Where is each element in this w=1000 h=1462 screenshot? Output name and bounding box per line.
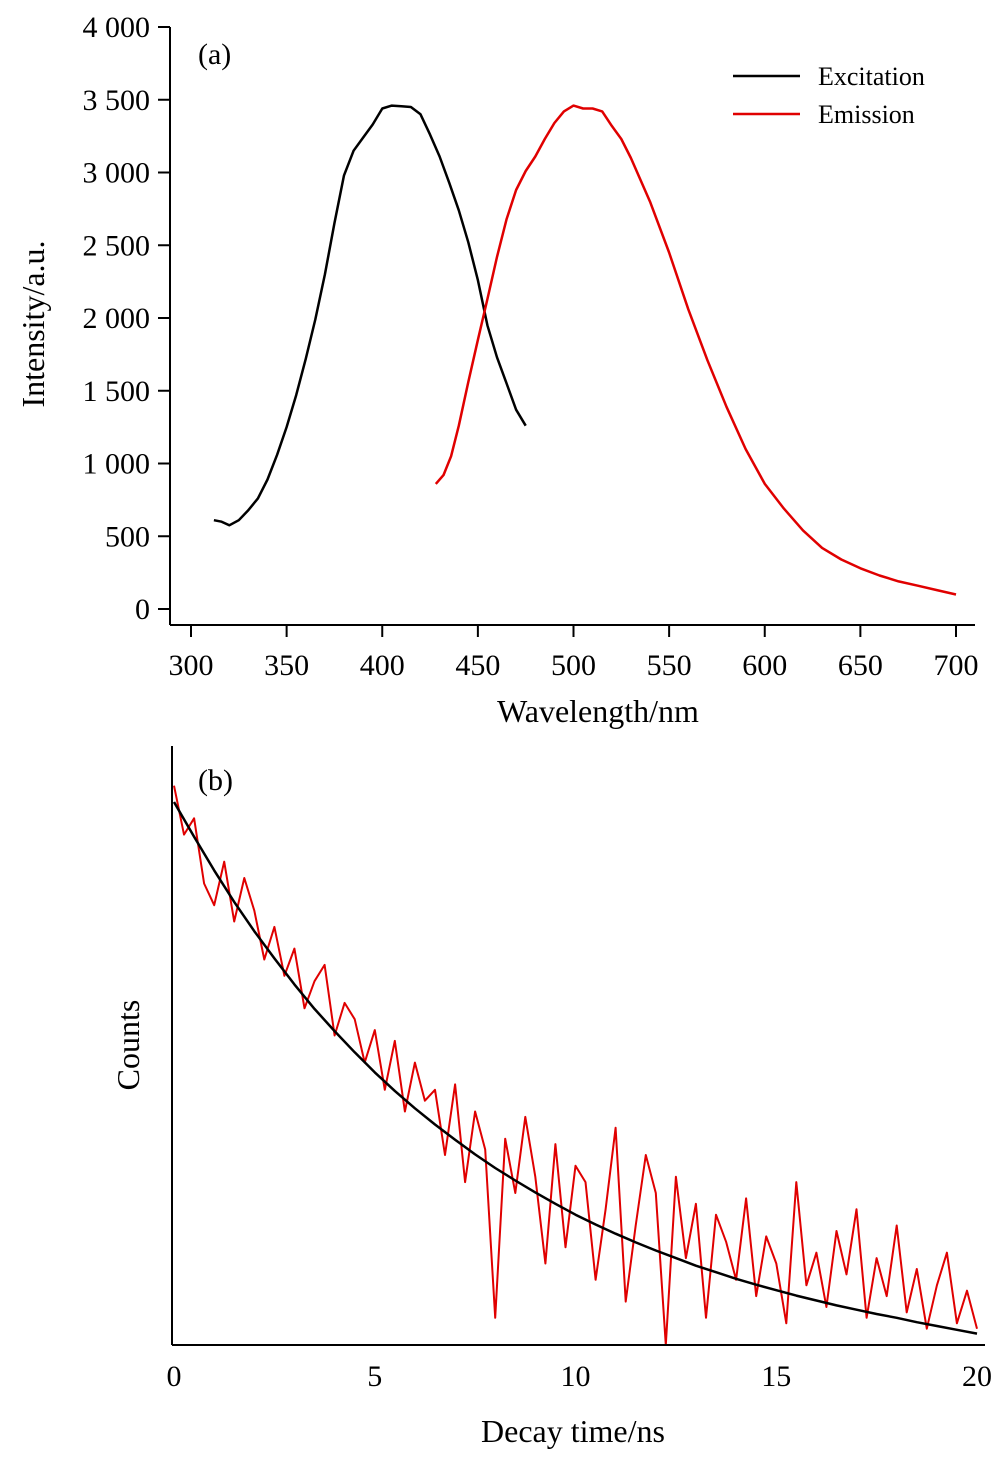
panel-a-x-ticks: 300 350 400 450 500 550 600 650 700: [169, 625, 979, 682]
panel-a-x-tick-label: 700: [934, 649, 979, 682]
panel-a-y-tick-label: 1 500: [83, 375, 151, 408]
panel-a-x-tick-label: 650: [838, 649, 883, 682]
panel-b-x-tick-label: 15: [761, 1360, 791, 1393]
panel-a-legend: Excitation Emission: [733, 62, 925, 129]
panel-b-chart: 0 5 10 15 20 (b) Counts Decay time/ns: [110, 746, 992, 1449]
panel-a-series: [213, 104, 957, 596]
panel-a-x-tick-label: 600: [742, 649, 787, 682]
panel-a-y-tick-label: 1 000: [83, 448, 151, 481]
panel-a-y-tick-label: 2 000: [83, 302, 151, 335]
panel-a-y-tick-label: 2 500: [83, 229, 151, 262]
panel-a-x-tick-label: 450: [455, 649, 500, 682]
panel-a-y-tick-label: 0: [135, 593, 150, 626]
panel-b-x-tick-label: 5: [367, 1360, 382, 1393]
panel-b-measured-decay-line: [173, 785, 978, 1346]
panel-a-x-tick-label: 550: [647, 649, 692, 682]
panel-a-y-axis-title: Intensity/a.u.: [15, 240, 51, 407]
legend-emission-label: Emission: [818, 100, 915, 129]
panel-b-series: [172, 785, 978, 1346]
panel-a-y-tick-label: 4 000: [83, 11, 151, 44]
panel-b-fit-line: [172, 801, 978, 1335]
panel-b-y-axis-title: Counts: [110, 1000, 146, 1091]
panel-a-x-tick-label: 500: [551, 649, 596, 682]
panel-a-x-axis-title: Wavelength/nm: [497, 693, 699, 729]
panel-a-series-line-excitation: [213, 104, 527, 527]
panel-a-y-tick-label: 3 000: [83, 157, 151, 190]
panel-a-y-tick-label: 500: [105, 520, 150, 553]
legend-excitation-label: Excitation: [818, 62, 925, 91]
panel-b-label: (b): [198, 764, 233, 797]
panel-b-x-ticks: 0 5 10 15 20: [167, 1360, 993, 1393]
panel-b-x-axis-title: Decay time/ns: [481, 1413, 665, 1449]
panel-b-x-tick-label: 0: [167, 1360, 182, 1393]
panel-b-x-tick-label: 10: [561, 1360, 591, 1393]
panel-a-label: (a): [198, 38, 231, 71]
panel-a-x-tick-label: 300: [169, 649, 214, 682]
panel-a-series-line-emission: [434, 104, 957, 596]
panel-a-y-ticks: 0 500 1 000 1 500 2 000 2 500 3 000 3 500 4 000: [83, 11, 170, 626]
panel-a-x-tick-label: 400: [360, 649, 405, 682]
panel-a-x-tick-label: 350: [264, 649, 309, 682]
panel-a-y-tick-label: 3 500: [83, 84, 151, 117]
panel-b-x-tick-label: 20: [962, 1360, 992, 1393]
